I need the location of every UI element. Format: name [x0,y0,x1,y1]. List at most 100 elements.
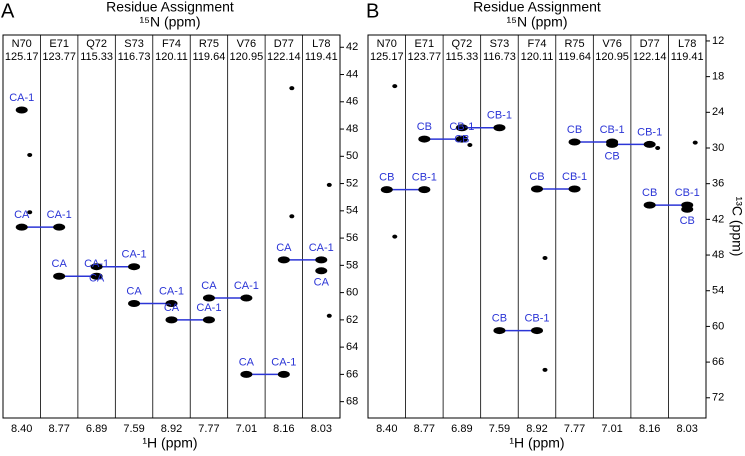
peak [128,300,141,308]
peak-label: CB [604,150,619,162]
n-shift-label: 120.95 [230,51,264,63]
x-axis-label: ¹H (ppm) [509,435,564,451]
unassigned-peak [392,234,398,239]
peak-label: CA-1 [84,258,109,270]
peak-label: CA-1 [159,285,184,297]
y-tick-label: 52 [346,177,358,189]
peak-label: CB [379,172,394,184]
n-shift-label: 116.73 [118,51,151,63]
h-shift-label: 8.92 [526,423,547,435]
y-tick-label: 72 [712,392,724,404]
peak [681,205,694,213]
h-shift-label: 8.40 [376,423,397,435]
y-tick-label: 54 [712,285,724,297]
y-tick-label: 60 [712,320,724,332]
n-shift-label: 125.17 [370,51,404,63]
y-tick-label: 44 [346,68,358,80]
panel-title: Residue Assignment [473,0,601,15]
panel-label: B [366,0,379,22]
residue-label: S73 [124,38,144,50]
peak-label: CB [492,312,507,324]
y-tick-label: 50 [346,150,358,162]
n-shift-label: 119.64 [558,51,591,63]
peak-label: CB [417,121,432,133]
h-shift-label: 8.77 [48,423,69,435]
peak-label: CB-1 [562,171,587,183]
residue-label: Q72 [86,38,107,50]
peak-label: CA [201,280,217,292]
peak [15,223,28,231]
y-axis-label: ¹³C (ppm) [729,197,745,257]
peak [128,263,141,271]
y-tick-label: 48 [712,249,724,261]
unassigned-peak [289,86,295,91]
unassigned-peak [289,214,295,219]
peak [53,272,66,280]
y-tick-label: 24 [712,106,724,118]
peak-label: CA [126,285,142,297]
residue-label: L78 [678,38,696,50]
peak-label: CB [680,215,695,227]
peak-label: CA [164,302,180,314]
peak [202,294,215,302]
unassigned-peak [326,313,332,318]
peak-label: CA-1 [196,302,221,314]
h-shift-label: 8.03 [677,423,698,435]
n-shift-label: 122.14 [267,51,301,63]
peak [568,138,581,146]
peak [380,186,393,194]
peak [15,106,28,114]
y-tick-label: 42 [346,41,358,53]
unassigned-peak [655,145,661,150]
h-shift-label: 6.89 [451,423,472,435]
peak [315,267,328,275]
peak-label: CA [89,273,105,285]
y-tick-label: 30 [712,142,724,154]
peak-label: CB-1 [412,172,437,184]
peak [531,185,543,193]
y-tick-label: 64 [346,341,358,353]
peak-label: CB [642,187,657,199]
unassigned-peak [27,210,33,215]
y-tick-label: 62 [346,314,358,326]
h-shift-label: 7.59 [489,423,510,435]
peak [240,294,253,302]
residue-label: D77 [640,38,660,50]
n-shift-label: 116.73 [483,51,516,63]
h-shift-label: 8.77 [414,423,435,435]
peak [165,300,178,308]
peak [418,186,431,194]
unassigned-peak [542,256,548,261]
peak-label: CA-1 [47,209,72,221]
peak [202,316,215,324]
peak-label: CB-1 [524,312,549,324]
n-shift-label: 119.41 [305,51,338,63]
plot-frame [2,34,341,419]
peak [455,124,468,132]
top-axis-label: ¹⁵N (ppm) [139,14,200,30]
residue-label: R75 [199,38,219,50]
unassigned-peak [692,140,698,145]
h-shift-label: 8.03 [311,423,332,435]
peak [531,327,543,335]
y-tick-label: 58 [346,259,358,271]
residue-label: E71 [49,38,69,50]
peak-label: CB-1 [637,126,662,138]
residue-label: S73 [490,38,510,50]
residue-label: V76 [237,38,257,50]
unassigned-peak [542,367,548,372]
peak-label: CA-1 [9,92,34,104]
y-tick-label: 48 [346,123,358,135]
y-tick-label: 66 [712,356,724,368]
n-shift-label: 123.77 [42,51,76,63]
n-shift-label: 115.33 [80,51,113,63]
peak [240,370,253,378]
n-shift-label: 123.77 [408,51,442,63]
peak [568,185,581,193]
peak-label: CA [239,356,255,368]
unassigned-peak [27,152,33,157]
peak [418,135,431,143]
peak [643,201,656,209]
peak [90,272,103,280]
